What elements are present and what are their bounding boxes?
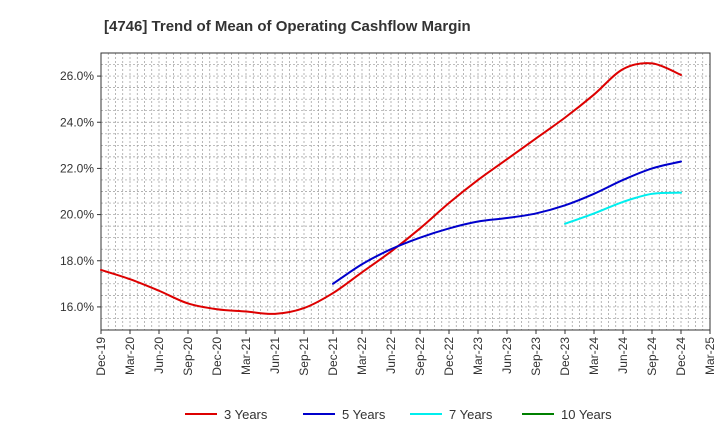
x-tick-label: Dec-22 [442, 337, 456, 376]
x-tick-label: Dec-21 [326, 337, 340, 376]
x-tick-label: Jun-23 [500, 337, 514, 374]
x-tick-label: Dec-19 [94, 337, 108, 376]
x-tick-label: Mar-23 [471, 337, 485, 375]
series-lines [100, 62, 682, 315]
y-axis: 16.0% 18.0% 20.0% 22.0% 24.0% 26.0% [60, 69, 101, 314]
x-tick-label: Dec-24 [674, 337, 688, 376]
x-tick-label: Jun-21 [268, 337, 282, 374]
x-tick-label: Dec-23 [558, 337, 572, 376]
x-tick-label: Mar-20 [123, 337, 137, 375]
series-line-2 [332, 160, 682, 285]
y-tick-label: 20.0% [60, 208, 94, 222]
y-tick-label: 22.0% [60, 161, 94, 175]
x-tick-label: Mar-24 [587, 337, 601, 375]
x-tick-label: Mar-21 [239, 337, 253, 375]
legend-label-4: 10 Years [561, 407, 612, 422]
x-tick-label: Jun-20 [152, 337, 166, 374]
y-tick-label: 26.0% [60, 69, 94, 83]
plot-border [100, 52, 711, 331]
x-tick-label: Mar-22 [355, 337, 369, 375]
legend-label-1: 3 Years [224, 407, 268, 422]
y-tick-label: 18.0% [60, 254, 94, 268]
y-tick-label: 24.0% [60, 115, 94, 129]
legend: 3 Years 5 Years 7 Years 10 Years [185, 407, 612, 422]
x-axis: Dec-19 Mar-20 Jun-20 Sep-20 Dec-20 Mar-21 Jun-… [94, 330, 717, 376]
x-tick-label: Sep-23 [529, 337, 543, 376]
series-line-3 [564, 191, 682, 225]
legend-label-3: 7 Years [449, 407, 493, 422]
chart-title: [4746] Trend of Mean of Operating Cashfl… [104, 18, 471, 35]
y-tick-label: 16.0% [60, 300, 94, 314]
x-tick-label: Sep-20 [181, 337, 195, 376]
legend-label-2: 5 Years [342, 407, 386, 422]
x-tick-label: Dec-20 [210, 337, 224, 376]
x-tick-label: Sep-24 [645, 337, 659, 376]
x-tick-label: Jun-24 [616, 337, 630, 374]
x-tick-label: Sep-22 [413, 337, 427, 376]
series-line-1 [100, 62, 682, 315]
x-tick-label: Sep-21 [297, 337, 311, 376]
grid-lines [100, 52, 711, 331]
x-tick-label: Mar-25 [703, 337, 717, 375]
x-tick-label: Jun-22 [384, 337, 398, 374]
